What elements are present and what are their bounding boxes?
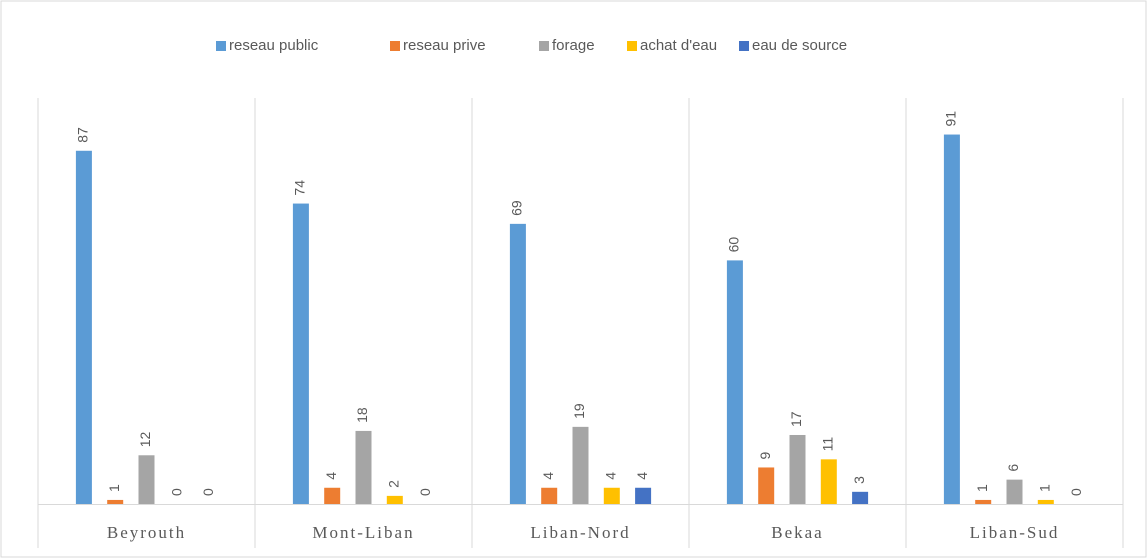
value-label: 4 [540,472,556,480]
bar [541,487,558,504]
x-tick-label: Liban-Nord [530,523,630,542]
value-label: 0 [169,488,185,496]
bar [789,434,806,504]
value-label: 69 [509,200,525,216]
x-tick-label: Bekaa [771,523,823,542]
value-label: 60 [726,237,742,253]
bar [324,487,341,504]
bar [758,467,775,504]
value-label: 17 [788,411,804,427]
legend-swatch [390,41,400,51]
bar [1006,479,1023,504]
bar [975,499,992,504]
value-label: 9 [757,451,773,459]
value-label: 74 [292,180,308,196]
legend-swatch [627,41,637,51]
value-label: 1 [974,484,990,492]
bar [138,455,155,504]
bar [635,487,652,504]
bar [603,487,620,504]
legend-swatch [216,41,226,51]
legend-label: eau de source [752,37,847,54]
bar [509,223,526,505]
value-label: 18 [354,407,370,423]
value-label: 4 [603,472,619,480]
bar [292,203,309,504]
bar [726,260,743,504]
legend-label: forage [552,37,595,54]
bar [572,426,589,504]
bar [107,499,124,504]
value-label: 19 [571,403,587,419]
x-tick-label: Liban-Sud [970,523,1060,542]
value-label: 0 [417,488,433,496]
legend-swatch [739,41,749,51]
legend-swatch [539,41,549,51]
value-label: 1 [1037,484,1053,492]
bar [820,459,837,504]
value-label: 87 [75,127,91,143]
value-label: 91 [943,111,959,127]
x-tick-label: Mont-Liban [312,523,414,542]
value-label: 6 [1005,464,1021,472]
legend-label: reseau prive [403,37,486,54]
bar [75,150,92,504]
value-label: 0 [1068,488,1084,496]
value-label: 0 [200,488,216,496]
bar [355,430,372,504]
bar [386,495,403,504]
value-label: 12 [137,431,153,447]
value-label: 4 [634,472,650,480]
value-label: 11 [820,437,836,452]
bar [1037,499,1054,504]
x-tick-label: Beyrouth [107,523,186,542]
value-label: 3 [851,476,867,484]
value-label: 2 [386,480,402,488]
legend-label: reseau public [229,37,319,54]
bar [943,134,960,505]
bar [852,491,869,504]
legend-label: achat d'eau [640,37,717,54]
value-label: 1 [106,484,122,492]
value-label: 4 [323,472,339,480]
